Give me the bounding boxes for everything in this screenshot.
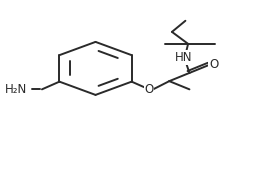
Text: O: O	[144, 83, 154, 96]
Text: HN: HN	[175, 51, 193, 64]
Text: O: O	[209, 58, 218, 71]
Text: H₂N: H₂N	[5, 83, 27, 96]
